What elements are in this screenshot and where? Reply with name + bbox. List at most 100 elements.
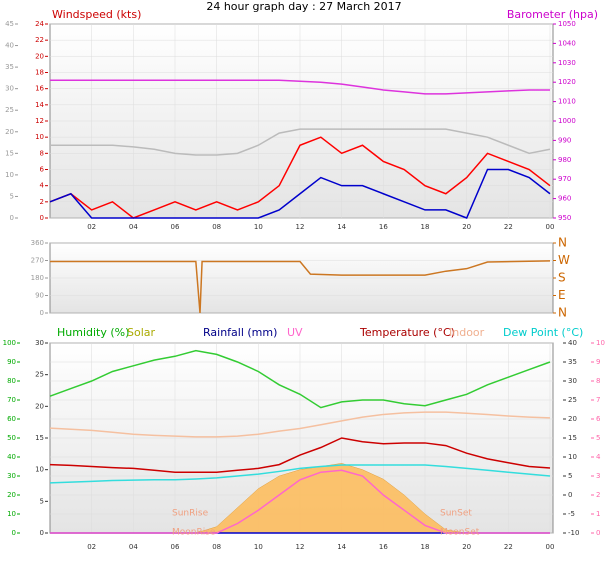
line xyxy=(50,469,550,534)
y-tick-label: 15 xyxy=(568,434,577,442)
x-tick-label: 10 xyxy=(254,223,263,231)
y-tick-label: 10 xyxy=(596,339,605,347)
y-tick-label: 30 xyxy=(7,472,16,480)
line xyxy=(50,79,550,95)
y-tick-label: 10 xyxy=(5,171,14,179)
x-tick-label: 18 xyxy=(421,543,430,551)
y-tick-label: 45 xyxy=(5,20,14,28)
y-tick-label: 90 xyxy=(35,292,44,300)
y-tick-label: 1040 xyxy=(558,39,576,47)
legend-label: Humidity (%) xyxy=(57,326,129,339)
y-tick-label: 4 xyxy=(596,453,601,461)
y-tick-label: 16 xyxy=(35,85,44,93)
y-tick-label: 270 xyxy=(31,257,44,265)
y-tick-label: 24 xyxy=(35,20,44,28)
legend-label: Dew Point (°C) xyxy=(503,326,583,339)
x-tick-label: 12 xyxy=(296,543,305,551)
y-tick-label: 35 xyxy=(568,358,577,366)
line xyxy=(49,168,551,219)
x-tick-label: 06 xyxy=(171,223,180,231)
x-tick-label: 02 xyxy=(87,223,96,231)
x-tick-label: 08 xyxy=(212,223,221,231)
y-tick-label: 5 xyxy=(568,472,572,480)
x-tick-label: 22 xyxy=(504,223,513,231)
y-tick-label: 35 xyxy=(5,63,14,71)
y-tick-label: 1010 xyxy=(558,98,576,106)
x-tick-label: 16 xyxy=(379,223,388,231)
y-tick-label: 980 xyxy=(558,156,571,164)
y-tick-label: 6 xyxy=(596,415,601,423)
y-tick-label: 25 xyxy=(5,106,14,114)
x-tick-label: 22 xyxy=(504,543,513,551)
y-tick-label: 8 xyxy=(40,149,44,157)
y-tick-label: 1020 xyxy=(558,78,576,86)
y-tick-label: 5 xyxy=(40,497,44,505)
y-tick-label: 40 xyxy=(5,42,14,50)
y-tick-label: 0 xyxy=(12,529,16,537)
legend-label: Barometer (hpa) xyxy=(507,8,598,21)
y-tick-label: 6 xyxy=(40,166,45,174)
y-tick-label: -10 xyxy=(568,529,579,537)
y-tick-label: W xyxy=(558,253,570,267)
line xyxy=(49,349,551,409)
y-tick-label: 1 xyxy=(596,510,600,518)
y-tick-label: 70 xyxy=(7,396,16,404)
y-tick-label: 12 xyxy=(35,117,44,125)
y-tick-label: 360 xyxy=(31,239,44,247)
y-tick-label: 9 xyxy=(596,358,600,366)
y-tick-label: 5 xyxy=(10,192,14,200)
y-tick-label: 60 xyxy=(7,415,16,423)
y-tick-label: 0 xyxy=(10,214,14,222)
line xyxy=(49,437,551,473)
y-tick-label: S xyxy=(558,271,566,285)
y-tick-label: 970 xyxy=(558,175,571,183)
x-tick-label: 12 xyxy=(296,223,305,231)
y-tick-label: E xyxy=(558,288,566,302)
title: 24 hour graph day : 27 March 2017 xyxy=(206,0,401,13)
y-tick-label: N xyxy=(558,306,567,320)
y-tick-label: 1050 xyxy=(558,20,576,28)
legend-label: Rainfall (mm) xyxy=(203,326,277,339)
x-tick-label: 14 xyxy=(337,223,346,231)
y-tick-label: 8 xyxy=(596,377,600,385)
y-tick-label: 0 xyxy=(568,491,572,499)
x-tick-label: 14 xyxy=(337,543,346,551)
y-tick-label: 2 xyxy=(40,198,44,206)
x-tick-label: 08 xyxy=(212,543,221,551)
y-tick-label: -5 xyxy=(568,510,575,518)
annotation: SunRise xyxy=(172,509,209,519)
x-tick-label: 00 xyxy=(546,223,555,231)
x-tick-label: 10 xyxy=(254,543,263,551)
y-tick-label: 0 xyxy=(40,309,44,317)
y-tick-label: 14 xyxy=(35,101,44,109)
y-tick-label: 10 xyxy=(568,453,577,461)
legend-label: Windspeed (kts) xyxy=(52,8,141,21)
legend-label: Solar xyxy=(127,326,156,339)
y-tick-label: 5 xyxy=(596,434,600,442)
legend-label: Indoor xyxy=(449,326,485,339)
y-tick-label: 20 xyxy=(568,415,577,423)
x-tick-label: 02 xyxy=(87,543,96,551)
x-tick-label: 20 xyxy=(462,543,471,551)
y-tick-label: 30 xyxy=(35,339,44,347)
y-tick-label: 15 xyxy=(35,434,44,442)
line xyxy=(50,260,551,314)
line xyxy=(50,128,551,156)
y-tick-label: 180 xyxy=(31,274,44,282)
legend-label: UV xyxy=(287,326,303,339)
annotation: MoonRise xyxy=(172,528,216,538)
x-tick-label: 20 xyxy=(462,223,471,231)
y-tick-label: N xyxy=(558,236,567,250)
y-tick-label: 7 xyxy=(596,396,600,404)
annotation: MoonSet xyxy=(440,528,480,538)
y-tick-label: 20 xyxy=(5,128,14,136)
y-tick-label: 50 xyxy=(7,434,16,442)
y-tick-label: 20 xyxy=(35,402,44,410)
y-tick-label: 30 xyxy=(568,377,577,385)
y-tick-label: 40 xyxy=(568,339,577,347)
y-tick-label: 100 xyxy=(3,339,16,347)
y-tick-label: 0 xyxy=(40,529,44,537)
y-tick-label: 3 xyxy=(596,472,600,480)
line xyxy=(49,411,551,438)
